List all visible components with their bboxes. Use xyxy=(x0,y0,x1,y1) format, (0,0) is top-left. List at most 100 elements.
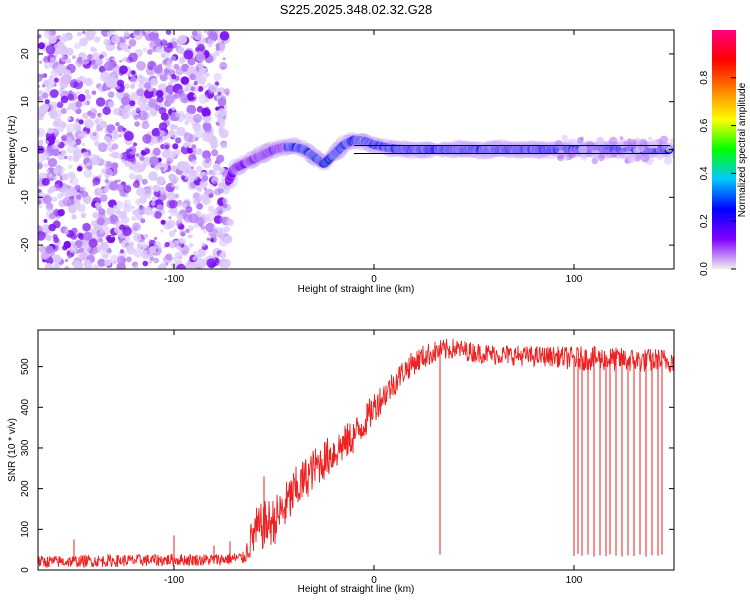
signal-scatter xyxy=(655,147,661,152)
noise-blob xyxy=(61,173,69,181)
noise-blob xyxy=(197,43,205,52)
noise-blob xyxy=(132,142,138,147)
noise-blob xyxy=(47,167,54,174)
noise-blob xyxy=(200,225,206,231)
noise-blob xyxy=(217,182,223,188)
noise-blob xyxy=(52,103,58,109)
noise-blob xyxy=(183,132,194,143)
noise-blob xyxy=(140,218,146,224)
snr-y-tick-label: 400 xyxy=(20,399,31,416)
spectrogram-y-tick-label: 10 xyxy=(20,96,31,108)
noise-blob xyxy=(78,247,84,253)
noise-blob xyxy=(75,100,83,108)
spectrogram-signal-track xyxy=(220,132,674,190)
noise-blob xyxy=(84,89,90,95)
noise-blob xyxy=(106,57,110,62)
noise-blob xyxy=(49,185,56,193)
noise-blob xyxy=(134,264,139,269)
noise-blob xyxy=(217,107,227,118)
noise-blob xyxy=(91,162,96,166)
noise-blob xyxy=(68,90,73,95)
noise-blob xyxy=(92,264,97,269)
noise-blob xyxy=(191,30,198,36)
noise-blob xyxy=(215,46,220,52)
noise-blob xyxy=(60,107,68,115)
noise-blob xyxy=(92,212,99,219)
noise-blob xyxy=(61,33,67,39)
noise-blob xyxy=(54,66,62,75)
noise-blob xyxy=(71,227,78,234)
noise-blob xyxy=(43,194,52,204)
noise-blob xyxy=(68,164,73,169)
noise-blob xyxy=(56,101,64,109)
noise-blob xyxy=(168,57,172,61)
noise-blob xyxy=(137,206,147,215)
noise-blob xyxy=(78,190,84,196)
noise-blob xyxy=(38,105,48,115)
noise-blob xyxy=(197,86,204,92)
noise-blob xyxy=(223,169,229,174)
noise-blob xyxy=(203,30,208,34)
noise-blob xyxy=(202,152,209,159)
noise-blob xyxy=(180,76,189,85)
noise-blob xyxy=(72,215,77,220)
snr-x-tick-label: 100 xyxy=(566,575,583,586)
noise-blob xyxy=(199,179,208,189)
noise-blob xyxy=(189,73,196,81)
noise-blob xyxy=(192,122,201,131)
noise-blob xyxy=(121,57,126,62)
noise-blob xyxy=(183,112,194,123)
noise-blob xyxy=(93,36,101,43)
noise-blob xyxy=(38,140,43,146)
noise-blob xyxy=(79,37,89,47)
signal-scatter xyxy=(660,145,666,151)
snr-panel: -100 0 100 0 100 200 300 400 500 Height of stra… xyxy=(7,329,675,595)
noise-blob xyxy=(110,214,118,223)
spectrogram-y-tick-label: 20 xyxy=(20,48,31,60)
signal-scatter xyxy=(608,136,618,146)
noise-blob xyxy=(141,121,150,130)
noise-blob xyxy=(164,144,170,149)
noise-blob xyxy=(52,254,62,264)
noise-blob xyxy=(193,94,197,98)
noise-blob xyxy=(219,251,227,259)
noise-blob xyxy=(78,119,84,125)
colorbar-tick-label: 0.4 xyxy=(699,166,710,180)
signal-scatter xyxy=(570,138,578,146)
noise-blob xyxy=(202,175,209,182)
noise-blob xyxy=(171,106,176,111)
noise-blob xyxy=(106,160,112,167)
noise-blob xyxy=(211,262,216,268)
noise-blob xyxy=(217,97,227,107)
noise-blob xyxy=(123,92,130,99)
noise-blob xyxy=(179,224,185,230)
noise-blob xyxy=(191,159,197,166)
signal-scatter xyxy=(619,136,624,141)
noise-blob xyxy=(214,188,222,196)
noise-blob xyxy=(69,244,79,254)
noise-blob xyxy=(92,183,96,187)
noise-blob xyxy=(159,139,163,143)
noise-blob xyxy=(77,93,86,102)
noise-blob xyxy=(179,56,187,63)
snr-background xyxy=(38,330,674,570)
noise-blob xyxy=(165,253,173,261)
noise-blob xyxy=(213,72,222,82)
noise-blob xyxy=(84,77,93,87)
noise-blob xyxy=(106,31,113,37)
noise-blob xyxy=(196,210,202,216)
noise-blob xyxy=(149,156,159,166)
noise-blob xyxy=(158,122,168,131)
noise-blob xyxy=(99,120,108,129)
noise-blob xyxy=(118,210,127,220)
noise-blob xyxy=(94,187,104,197)
noise-blob xyxy=(126,243,134,252)
noise-blob xyxy=(168,199,178,209)
noise-blob xyxy=(70,233,77,240)
noise-blob xyxy=(191,144,197,150)
spectrogram-noise xyxy=(38,30,235,269)
noise-blob xyxy=(83,259,92,268)
noise-blob xyxy=(104,178,110,184)
noise-blob xyxy=(192,192,203,202)
signal-scatter xyxy=(627,156,635,164)
